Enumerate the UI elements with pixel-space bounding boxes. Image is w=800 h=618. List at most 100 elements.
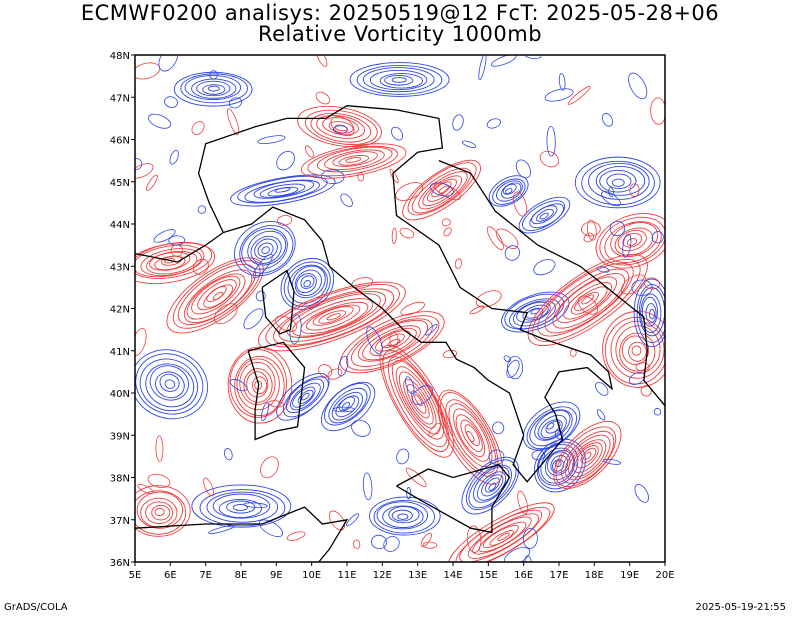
contour-line xyxy=(440,392,499,477)
contour-line xyxy=(391,77,407,83)
contour-line xyxy=(257,281,406,352)
contour-line xyxy=(601,113,614,127)
contour-line xyxy=(305,304,361,331)
map-title: ECMWF0200 analisys: 20250519@12 FcT: 202… xyxy=(80,1,720,25)
contour-line xyxy=(558,73,566,91)
contour-line xyxy=(338,154,370,166)
y-tick-label: 46N xyxy=(110,136,130,147)
contour-line xyxy=(274,187,291,193)
contour-line xyxy=(243,308,264,330)
contour-line xyxy=(375,330,411,352)
contour-line xyxy=(475,290,502,308)
contour-line xyxy=(259,183,306,198)
contour-line xyxy=(645,303,657,324)
x-tick-label: 19E xyxy=(620,570,639,581)
y-tick-label: 43N xyxy=(110,262,130,273)
x-tick-label: 11E xyxy=(337,570,356,581)
contour-line xyxy=(287,264,328,304)
contour-line xyxy=(583,451,592,461)
contour-line xyxy=(153,229,176,243)
contour-line xyxy=(443,227,452,237)
contour-line xyxy=(478,55,487,81)
contour-line xyxy=(383,536,400,552)
contour-line xyxy=(389,168,399,184)
contour-line xyxy=(644,277,660,290)
x-tick-label: 18E xyxy=(585,570,604,581)
contour-line xyxy=(518,196,571,234)
contour-line xyxy=(252,253,273,279)
contour-line xyxy=(400,301,425,316)
contour-line xyxy=(649,308,655,320)
x-tick-label: 20E xyxy=(655,570,674,581)
contour-line xyxy=(552,273,626,329)
contour-line xyxy=(546,422,555,430)
coastline xyxy=(135,231,224,263)
contour-line xyxy=(522,401,581,451)
contour-line xyxy=(503,355,511,363)
contour-line xyxy=(312,306,354,326)
contour-line xyxy=(531,450,546,461)
contour-line xyxy=(243,368,273,403)
contour-line xyxy=(145,363,195,408)
contour-line xyxy=(137,484,154,495)
contour-line xyxy=(603,458,622,465)
contour-line xyxy=(356,64,443,95)
contour-line xyxy=(369,327,417,357)
x-tick-label: 13E xyxy=(408,570,427,581)
contour-line xyxy=(583,232,594,243)
contour-line xyxy=(258,519,284,538)
contour-line xyxy=(351,419,371,437)
contour-line xyxy=(537,414,567,440)
contour-line xyxy=(192,258,209,275)
y-tick-label: 38N xyxy=(110,474,130,485)
contour-line xyxy=(292,298,374,337)
contour-line xyxy=(437,389,503,485)
contour-line xyxy=(492,421,505,435)
contour-line xyxy=(265,283,400,348)
contour-line xyxy=(574,291,599,311)
contour-line xyxy=(291,265,326,299)
contour-line xyxy=(326,313,341,321)
contour-line xyxy=(197,279,237,311)
negative-vorticity-contours xyxy=(135,349,209,420)
contour-line xyxy=(488,449,505,465)
coastline xyxy=(135,506,349,562)
contour-line xyxy=(300,275,315,289)
contour-line xyxy=(488,175,529,207)
negative-vorticity-contours xyxy=(320,381,376,432)
y-tick-label: 40N xyxy=(110,389,130,400)
contour-line xyxy=(366,326,383,355)
contour-line xyxy=(512,191,528,217)
contour-line xyxy=(391,509,413,522)
contour-line xyxy=(631,345,642,356)
contour-line xyxy=(180,73,248,104)
contour-line xyxy=(431,181,452,198)
contour-line xyxy=(428,422,441,437)
contour-line xyxy=(322,117,359,136)
contour-line xyxy=(253,180,315,199)
contour-line xyxy=(147,473,171,488)
contour-line xyxy=(577,295,599,315)
contour-line xyxy=(155,371,185,399)
contour-line xyxy=(426,178,457,202)
contour-line xyxy=(556,276,618,323)
contour-line xyxy=(191,275,241,315)
contour-line xyxy=(602,310,665,388)
positive-vorticity-contours xyxy=(300,143,407,179)
contour-line xyxy=(260,456,279,479)
contour-line xyxy=(460,419,483,452)
contour-line xyxy=(212,493,271,519)
contour-line xyxy=(239,225,294,274)
y-tick-label: 36N xyxy=(110,558,130,569)
contour-line xyxy=(502,183,517,195)
contour-line xyxy=(467,513,539,559)
contour-line xyxy=(135,490,187,535)
contour-line xyxy=(318,364,333,378)
contour-line xyxy=(653,408,662,416)
contour-line xyxy=(213,303,238,325)
contour-line xyxy=(555,426,617,487)
contour-line xyxy=(398,371,437,429)
contour-line xyxy=(321,169,345,184)
negative-vorticity-contours xyxy=(534,438,586,493)
contour-line xyxy=(388,506,420,524)
